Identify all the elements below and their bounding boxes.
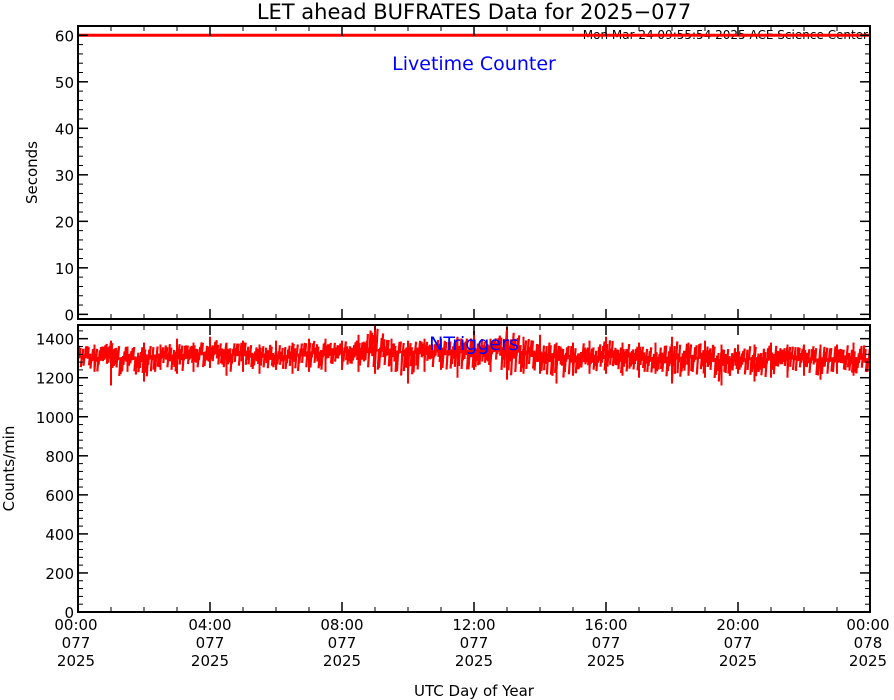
chart-title: LET ahead BUFRATES Data for 2025−077 <box>257 0 691 24</box>
x-tick-label: 12:00 <box>452 616 495 634</box>
livetime-y-axis-label: Seconds <box>23 141 41 204</box>
x-tick-label: 2025 <box>849 652 887 670</box>
livetime-panel: 0 10 20 30 40 50 60 Livetime Counter Seconds <box>23 25 871 324</box>
ntriggers-series-line <box>77 348 871 362</box>
x-tick-label: 00:00 <box>54 616 97 634</box>
x-tick-label: 2025 <box>323 652 361 670</box>
y-tick-label: 400 <box>45 526 74 544</box>
x-tick-label: 2025 <box>455 652 493 670</box>
x-axis-ticks: 00:00077202504:00077202508:00077202512:0… <box>54 616 889 670</box>
x-tick-label: 077 <box>724 634 753 652</box>
x-tick-label: 077 <box>196 634 225 652</box>
y-tick-label: 800 <box>45 448 74 466</box>
y-tick-label: 600 <box>45 487 74 505</box>
x-tick-label: 078 <box>854 634 883 652</box>
y-tick-label: 200 <box>45 565 74 583</box>
x-axis-label: UTC Day of Year <box>414 682 535 700</box>
x-tick-label: 2025 <box>57 652 95 670</box>
livetime-counter-label: Livetime Counter <box>392 53 556 75</box>
y-tick-label: 60 <box>55 27 74 45</box>
x-tick-label: 20:00 <box>716 616 759 634</box>
y-tick-label: 1400 <box>36 331 74 349</box>
y-tick-label: 0 <box>64 306 74 324</box>
x-tick-label: 2025 <box>719 652 757 670</box>
x-tick-label: 077 <box>460 634 489 652</box>
y-tick-label: 20 <box>55 213 74 231</box>
y-tick-label: 1000 <box>36 409 74 427</box>
livetime-plot-frame <box>77 25 871 320</box>
x-tick-label: 2025 <box>191 652 229 670</box>
x-tick-label: 2025 <box>587 652 625 670</box>
x-tick-label: 077 <box>328 634 357 652</box>
ntriggers-plot-frame <box>77 324 871 613</box>
x-tick-label: 077 <box>62 634 91 652</box>
ntriggers-label: NTriggers <box>429 333 519 355</box>
y-tick-label: 50 <box>55 74 74 92</box>
ntriggers-panel: 0 200 400 600 800 1000 1200 1400 NTriggers Coun… <box>0 324 871 622</box>
ntriggers-y-axis-label: Counts/min <box>0 426 18 512</box>
y-tick-label: 40 <box>55 120 74 138</box>
x-tick-label: 16:00 <box>584 616 627 634</box>
x-tick-label: 08:00 <box>320 616 363 634</box>
y-tick-label: 10 <box>55 260 74 278</box>
y-tick-label: 1200 <box>36 370 74 388</box>
x-tick-label: 04:00 <box>188 616 231 634</box>
x-tick-label: 00:00 <box>846 616 889 634</box>
y-tick-label: 30 <box>55 167 74 185</box>
y-tick-label: 0 <box>64 604 74 622</box>
x-tick-label: 077 <box>592 634 621 652</box>
